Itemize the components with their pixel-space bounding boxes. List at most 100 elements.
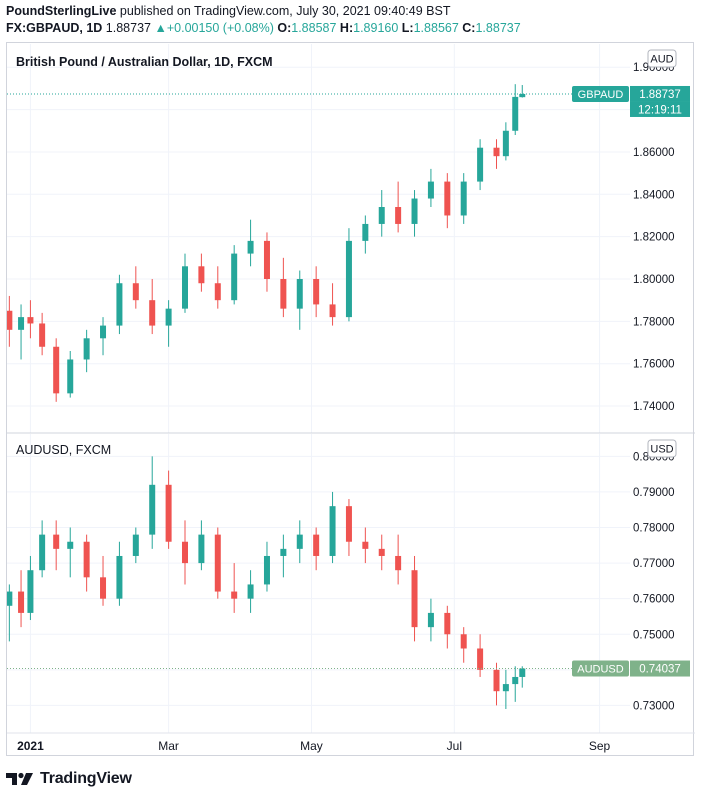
- close-label: C:: [462, 21, 476, 35]
- time-tick-label: May: [300, 739, 323, 753]
- chart-frame[interactable]: 1.74000 1.76000 1.78000 1.80000 1.82000 1.840…: [6, 42, 695, 757]
- candle-body: [519, 93, 526, 98]
- open-label: O:: [277, 21, 292, 35]
- time-tick-label: Jul: [447, 739, 462, 753]
- price-tag-label: 1.88737: [639, 89, 681, 101]
- tradingview-brand[interactable]: TradingView: [40, 770, 132, 787]
- candle-body: [231, 591, 238, 599]
- candle-body: [100, 577, 107, 599]
- candle-body: [198, 534, 205, 564]
- candle-body: [53, 346, 60, 394]
- price-tick-label: 1.78000: [633, 316, 675, 328]
- price-tick-label: 0.77000: [633, 558, 675, 570]
- candle-body: [83, 338, 90, 360]
- candle-body: [345, 506, 352, 542]
- low-value: 1.88567: [413, 21, 459, 35]
- candle-body: [512, 676, 519, 685]
- candle-body: [231, 253, 238, 301]
- audusd-chart-title: AUDUSD, FXCM: [16, 443, 111, 457]
- candle-body: [67, 541, 74, 549]
- candle-body: [477, 648, 484, 670]
- candle-body: [182, 266, 188, 309]
- candle-body: [27, 570, 34, 613]
- candle-body: [502, 130, 509, 157]
- price-tick-label: 1.86000: [633, 147, 675, 159]
- audusd-pane[interactable]: 0.730000.740000.750000.760000.770000.780…: [6, 434, 690, 733]
- candle-body: [395, 207, 402, 224]
- candle-body: [18, 591, 25, 613]
- high-value: 1.89160: [353, 21, 399, 35]
- currency-badge: [647, 439, 677, 458]
- candle-body: [345, 240, 352, 318]
- symbol-tag-label: AUDUSD: [577, 664, 624, 676]
- price-tick-label: 0.79000: [633, 487, 675, 499]
- price-tag: [630, 85, 690, 102]
- candle-body: [296, 534, 303, 549]
- last-price: 1.88737: [105, 21, 151, 35]
- candle-body: [67, 359, 74, 394]
- open-value: 1.88587: [291, 21, 337, 35]
- candle-body: [39, 534, 46, 571]
- gbpaud-pane[interactable]: 1.74000 1.76000 1.78000 1.80000 1.82000 1.840…: [6, 44, 690, 433]
- candle-body: [100, 325, 107, 339]
- candle-body: [165, 308, 172, 326]
- candle-body: [83, 541, 90, 578]
- chart-canvas[interactable]: 1.74000 1.76000 1.78000 1.80000 1.82000 1.840…: [6, 43, 695, 757]
- candle-body: [362, 541, 369, 549]
- published-text: published on TradingView.com, July 30, 2…: [119, 4, 451, 18]
- candle-body: [18, 317, 25, 330]
- candle-body: [263, 240, 270, 279]
- price-tag-label: 0.74037: [639, 664, 681, 676]
- time-tick-label: Sep: [589, 739, 611, 753]
- currency-badge: [647, 49, 677, 68]
- candle-body: [378, 548, 385, 556]
- candle-body: [362, 223, 369, 241]
- symbol-tag: [572, 85, 629, 102]
- candle-body: [493, 147, 500, 157]
- tradingview-logo-icon[interactable]: [6, 771, 34, 787]
- price-tick-label: 1.74000: [633, 401, 675, 413]
- price-tick-label: 0.76000: [633, 594, 675, 606]
- candle-body: [6, 310, 13, 330]
- candle-body: [132, 283, 139, 301]
- candle-body: [198, 266, 205, 284]
- candle-body: [502, 684, 509, 692]
- candle-body: [132, 534, 139, 556]
- price-tick-label: 1.76000: [633, 359, 675, 371]
- low-label: L:: [401, 21, 414, 35]
- candle-body: [460, 634, 467, 649]
- time-tick-label: 2021: [17, 739, 44, 753]
- candle-body: [519, 668, 526, 677]
- candle-body: [214, 534, 221, 592]
- candle-body: [149, 484, 156, 535]
- candle-body: [329, 506, 336, 556]
- candle-body: [313, 534, 320, 556]
- price-tick-label: 0.73000: [633, 700, 675, 712]
- time-axis: 2021 Mar May Jul Sep: [7, 732, 695, 753]
- countdown-label: 12:19:11: [638, 104, 682, 116]
- candle-body: [116, 283, 123, 326]
- price-tick-label: 1.90000: [633, 62, 675, 74]
- currency-badge-label: AUD: [650, 54, 673, 66]
- candle-body: [296, 279, 303, 309]
- candle-body: [53, 534, 60, 549]
- high-label: H:: [339, 21, 354, 35]
- candle-body: [280, 279, 287, 309]
- candle-body: [427, 181, 434, 199]
- candle-body: [263, 555, 270, 585]
- candle-body: [460, 181, 467, 216]
- candle-body: [27, 317, 34, 324]
- publisher-name[interactable]: PoundSterlingLive: [6, 4, 117, 18]
- symbol-label: FX:GBPAUD, 1D: [6, 21, 103, 35]
- time-tick-label: Mar: [158, 739, 179, 753]
- candle-body: [214, 283, 221, 301]
- candle-body: [427, 612, 434, 628]
- gbpaud-chart-title: British Pound / Australian Dollar, 1D, F…: [16, 55, 273, 69]
- candle-body: [165, 484, 172, 542]
- candle-body: [444, 181, 451, 216]
- price-tick-label: 1.82000: [633, 232, 675, 244]
- publish-info: PoundSterlingLive published on TradingVi…: [6, 4, 450, 18]
- candle-body: [116, 555, 123, 599]
- price-tick-label: 1.80000: [633, 274, 675, 286]
- candle-body: [395, 555, 402, 571]
